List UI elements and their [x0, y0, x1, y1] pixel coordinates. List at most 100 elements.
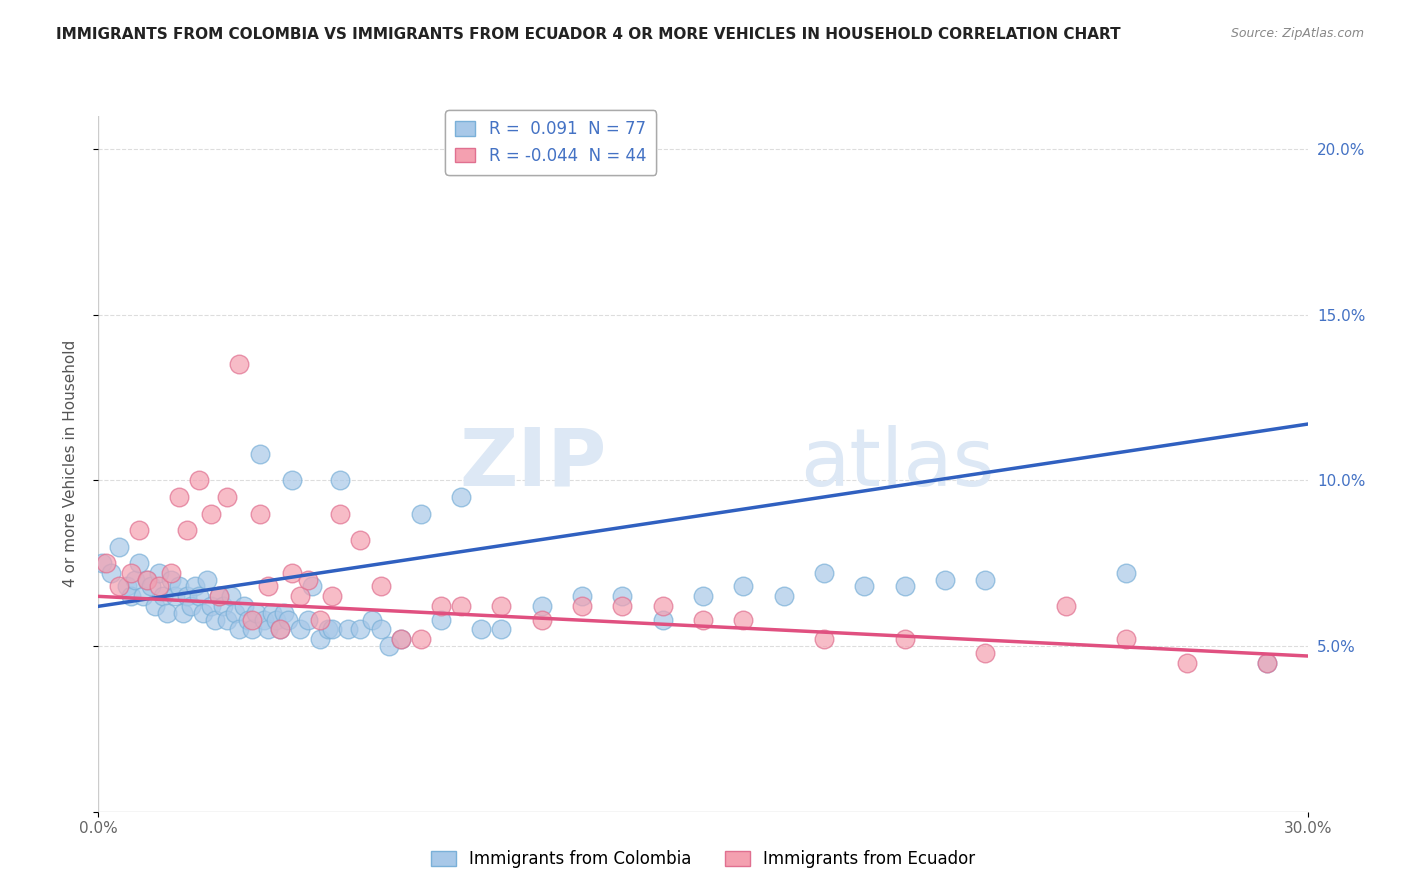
- Point: [297, 573, 319, 587]
- Point: [256, 579, 278, 593]
- Point: [228, 623, 250, 637]
- Point: [143, 599, 166, 614]
- Point: [316, 623, 339, 637]
- Point: [470, 623, 492, 637]
- Point: [100, 566, 122, 581]
- Point: [297, 613, 319, 627]
- Point: [135, 573, 157, 587]
- Point: [530, 613, 553, 627]
- Point: [240, 623, 263, 637]
- Point: [148, 579, 170, 593]
- Point: [188, 590, 211, 604]
- Point: [245, 606, 267, 620]
- Point: [349, 623, 371, 637]
- Point: [195, 573, 218, 587]
- Point: [163, 590, 186, 604]
- Point: [128, 523, 150, 537]
- Point: [249, 507, 271, 521]
- Point: [200, 507, 222, 521]
- Point: [120, 590, 142, 604]
- Point: [430, 599, 453, 614]
- Point: [193, 606, 215, 620]
- Point: [377, 639, 399, 653]
- Point: [156, 606, 179, 620]
- Point: [167, 490, 190, 504]
- Point: [273, 606, 295, 620]
- Text: IMMIGRANTS FROM COLOMBIA VS IMMIGRANTS FROM ECUADOR 4 OR MORE VEHICLES IN HOUSEH: IMMIGRANTS FROM COLOMBIA VS IMMIGRANTS F…: [56, 27, 1121, 42]
- Point: [1054, 599, 1077, 614]
- Point: [96, 556, 118, 570]
- Point: [491, 623, 513, 637]
- Point: [651, 613, 673, 627]
- Point: [361, 613, 384, 627]
- Point: [1175, 656, 1198, 670]
- Point: [389, 632, 412, 647]
- Point: [260, 606, 283, 620]
- Point: [281, 474, 304, 488]
- Point: [491, 599, 513, 614]
- Point: [1256, 656, 1278, 670]
- Point: [692, 613, 714, 627]
- Point: [309, 632, 332, 647]
- Point: [212, 599, 235, 614]
- Point: [188, 474, 211, 488]
- Point: [430, 613, 453, 627]
- Point: [813, 632, 835, 647]
- Point: [253, 613, 276, 627]
- Point: [288, 623, 311, 637]
- Point: [176, 590, 198, 604]
- Point: [651, 599, 673, 614]
- Point: [232, 599, 254, 614]
- Point: [120, 566, 142, 581]
- Point: [281, 566, 304, 581]
- Point: [853, 579, 876, 593]
- Point: [277, 613, 299, 627]
- Point: [160, 566, 183, 581]
- Point: [337, 623, 360, 637]
- Point: [321, 590, 343, 604]
- Legend: R =  0.091  N = 77, R = -0.044  N = 44: R = 0.091 N = 77, R = -0.044 N = 44: [446, 111, 657, 175]
- Point: [370, 623, 392, 637]
- Point: [208, 590, 231, 604]
- Point: [389, 632, 412, 647]
- Text: atlas: atlas: [800, 425, 994, 503]
- Point: [148, 566, 170, 581]
- Point: [409, 507, 432, 521]
- Point: [530, 599, 553, 614]
- Point: [1256, 656, 1278, 670]
- Point: [208, 590, 231, 604]
- Point: [128, 556, 150, 570]
- Point: [733, 579, 755, 593]
- Point: [1115, 632, 1137, 647]
- Point: [349, 533, 371, 547]
- Point: [152, 590, 174, 604]
- Text: ZIP: ZIP: [458, 425, 606, 503]
- Point: [329, 474, 352, 488]
- Point: [733, 613, 755, 627]
- Point: [224, 606, 246, 620]
- Point: [409, 632, 432, 647]
- Point: [160, 573, 183, 587]
- Point: [934, 573, 956, 587]
- Point: [692, 590, 714, 604]
- Point: [132, 590, 155, 604]
- Point: [772, 590, 794, 604]
- Point: [200, 599, 222, 614]
- Point: [450, 599, 472, 614]
- Point: [240, 613, 263, 627]
- Point: [167, 579, 190, 593]
- Point: [612, 599, 634, 614]
- Point: [184, 579, 207, 593]
- Point: [115, 579, 138, 593]
- Text: Source: ZipAtlas.com: Source: ZipAtlas.com: [1230, 27, 1364, 40]
- Point: [180, 599, 202, 614]
- Point: [450, 490, 472, 504]
- Y-axis label: 4 or more Vehicles in Household: 4 or more Vehicles in Household: [63, 340, 77, 588]
- Point: [139, 579, 162, 593]
- Point: [612, 590, 634, 604]
- Point: [107, 540, 129, 554]
- Point: [1115, 566, 1137, 581]
- Point: [172, 606, 194, 620]
- Point: [217, 613, 239, 627]
- Point: [309, 613, 332, 627]
